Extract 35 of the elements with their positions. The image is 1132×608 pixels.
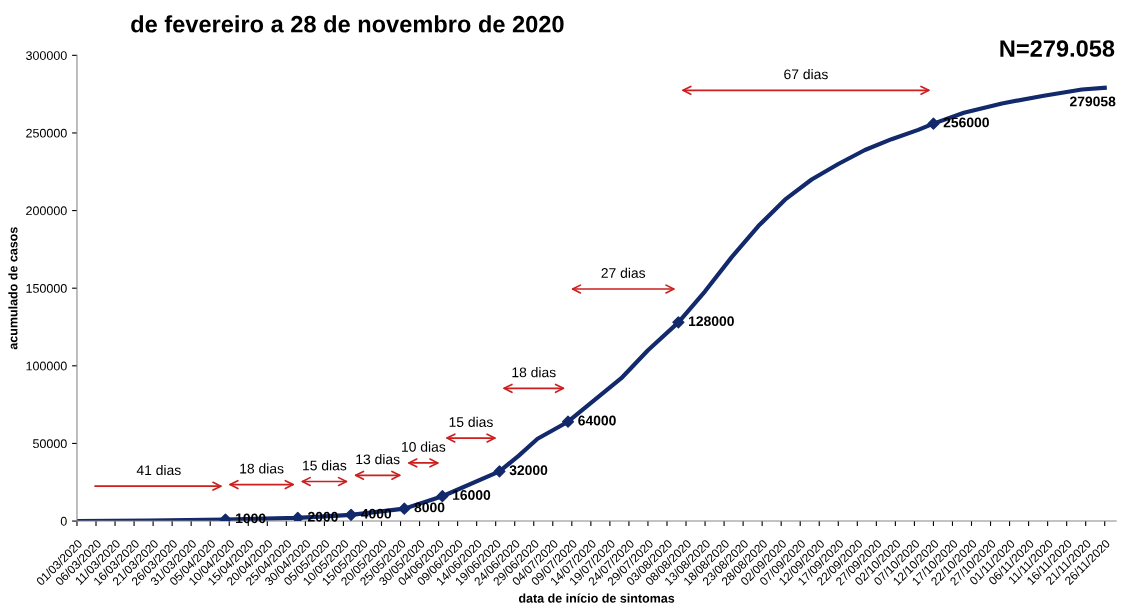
data-label: 279058 (1069, 96, 1116, 107)
y-axis-title: acumulado de casos (8, 227, 18, 350)
annotation: 18 dias (240, 463, 284, 474)
annotation: 13 dias (356, 454, 400, 465)
data-label: 4000 (360, 508, 392, 519)
point (561, 415, 575, 428)
y-tick-label: 150000 (26, 283, 67, 293)
y-tick-label: 50000 (33, 439, 67, 449)
point (927, 117, 940, 130)
chart-title: de fevereiro a 28 de novembro de 2020 (131, 15, 564, 33)
annotation: 10 dias (402, 441, 446, 452)
x-axis-title: data de início de sintomas (518, 593, 675, 603)
annotation: 41 dias (136, 464, 181, 476)
annotation: 27 dias (601, 267, 646, 278)
point (436, 490, 449, 503)
data-label: 32000 (509, 465, 548, 476)
y-tick-label: 300000 (26, 51, 67, 60)
y-tick-label: 250000 (26, 128, 67, 138)
chart-subtitle: N=279.058 (1000, 40, 1115, 57)
y-tick-label: 200000 (26, 206, 67, 216)
point (493, 465, 506, 478)
annotation: 15 dias (449, 416, 493, 427)
y-tick-label: 100000 (26, 361, 67, 371)
data-label: 256000 (943, 117, 989, 128)
annotation: 67 dias (784, 69, 828, 80)
point (344, 508, 358, 521)
data-label: 8000 (414, 502, 445, 513)
data-label: 128000 (689, 316, 734, 327)
data-label: 64000 (578, 415, 616, 426)
annotation: 15 dias (303, 460, 347, 471)
annotation: 18 dias (512, 367, 556, 378)
y-tick-label: 0 (60, 516, 67, 526)
point (672, 316, 685, 329)
point (398, 502, 411, 515)
data-label: 16000 (453, 490, 491, 500)
